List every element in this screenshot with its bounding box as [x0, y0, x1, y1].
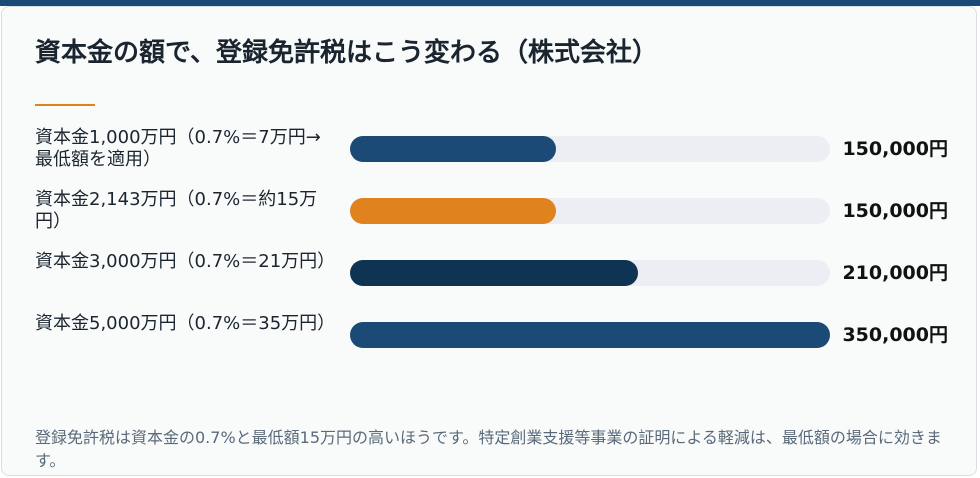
bar — [350, 136, 556, 162]
category-label: 資本金2,143万円（0.7%＝約15万円） — [35, 189, 318, 232]
value-label: 210,000円 — [842, 262, 948, 284]
title-accent — [35, 104, 95, 106]
top-band — [0, 0, 980, 6]
category-label: 資本金1,000万円（0.7%＝7万円→最低額を適用） — [35, 127, 321, 170]
bar — [350, 198, 556, 224]
category-label: 資本金3,000万円（0.7%＝21万円） — [35, 251, 336, 272]
card — [1, 6, 977, 476]
bar — [350, 322, 830, 348]
value-label: 350,000円 — [842, 324, 948, 346]
value-label: 150,000円 — [842, 200, 948, 222]
bar — [350, 260, 638, 286]
footnote: 登録免許税は資本金の0.7%と最低額15万円の高いほうです。特定創業支援等事業の… — [35, 428, 942, 470]
value-label: 150,000円 — [842, 138, 948, 160]
chart-title: 資本金の額で、登録免許税はこう変わる（株式会社） — [35, 38, 658, 68]
category-label: 資本金5,000万円（0.7%＝35万円） — [35, 313, 336, 334]
